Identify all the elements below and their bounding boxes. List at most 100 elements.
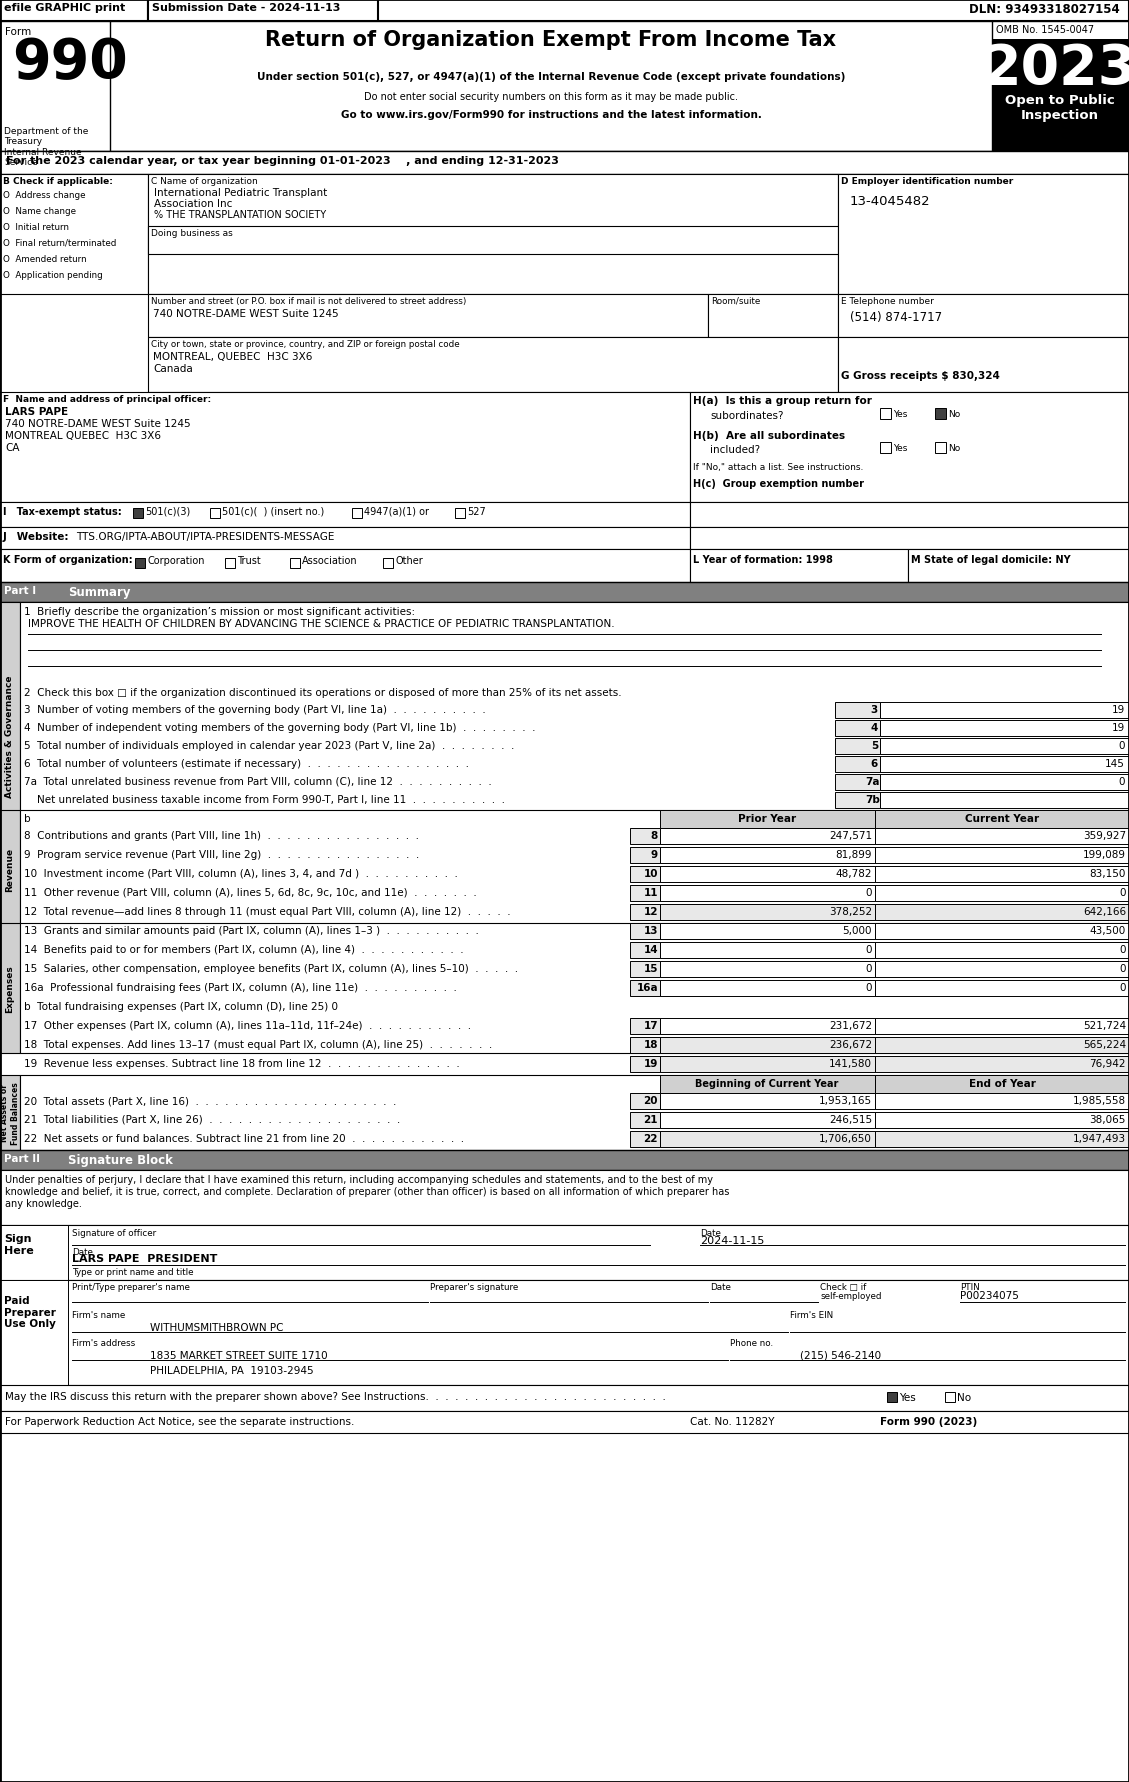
Text: 21: 21 — [644, 1114, 658, 1124]
Text: 0: 0 — [1120, 887, 1126, 898]
Text: b  Total fundraising expenses (Part IX, column (D), line 25) 0: b Total fundraising expenses (Part IX, c… — [24, 1001, 338, 1012]
Bar — [660, 866, 875, 882]
Text: Yes: Yes — [899, 1392, 916, 1402]
Text: Go to www.irs.gov/Form990 for instructions and the latest information.: Go to www.irs.gov/Form990 for instructio… — [341, 110, 761, 119]
Text: 642,166: 642,166 — [1083, 907, 1126, 916]
Text: 0: 0 — [1120, 964, 1126, 973]
Bar — [690, 549, 908, 583]
Bar — [0, 1279, 68, 1385]
Bar — [992, 39, 1129, 93]
Text: Phone no.: Phone no. — [730, 1338, 773, 1347]
Bar — [879, 720, 1129, 736]
Bar — [0, 392, 690, 503]
Bar — [290, 560, 300, 568]
Text: Doing business as: Doing business as — [151, 228, 233, 237]
Text: Date: Date — [700, 1228, 721, 1237]
Bar — [879, 738, 1129, 754]
Bar — [352, 508, 362, 519]
Bar — [708, 294, 838, 339]
Text: 359,927: 359,927 — [1083, 830, 1126, 841]
Bar — [0, 21, 1129, 151]
Text: Corporation: Corporation — [147, 556, 204, 565]
Text: Firm's EIN: Firm's EIN — [790, 1310, 833, 1319]
Bar — [875, 1075, 1129, 1094]
Bar — [0, 1411, 1129, 1433]
Text: Canada: Canada — [154, 364, 193, 374]
Bar — [887, 1392, 898, 1402]
Text: (514) 874-1717: (514) 874-1717 — [850, 310, 942, 324]
Text: % THE TRANSPLANTATION SOCIETY: % THE TRANSPLANTATION SOCIETY — [154, 210, 326, 219]
Text: 1  Briefly describe the organization’s mission or most significant activities:: 1 Briefly describe the organization’s mi… — [24, 606, 415, 617]
Text: 8  Contributions and grants (Part VIII, line 1h)  .  .  .  .  .  .  .  .  .  .  : 8 Contributions and grants (Part VIII, l… — [24, 830, 419, 841]
Text: H(a)  Is this a group return for: H(a) Is this a group return for — [693, 396, 872, 406]
Text: Room/suite: Room/suite — [711, 298, 760, 307]
Bar — [690, 527, 1129, 549]
Text: Sign
Here: Sign Here — [5, 1233, 34, 1255]
Text: Current Year: Current Year — [965, 814, 1039, 823]
Text: 43,500: 43,500 — [1089, 925, 1126, 936]
Bar — [148, 0, 378, 21]
Text: Under section 501(c), 527, or 4947(a)(1) of the Internal Revenue Code (except pr: Under section 501(c), 527, or 4947(a)(1)… — [256, 71, 846, 82]
Text: 6: 6 — [870, 759, 878, 768]
Bar — [690, 392, 1129, 503]
Bar — [0, 811, 20, 928]
Text: Return of Organization Exempt From Income Tax: Return of Organization Exempt From Incom… — [265, 30, 837, 50]
Text: Preparer's signature: Preparer's signature — [430, 1283, 518, 1292]
Bar — [660, 848, 875, 864]
Text: TTS.ORG/IPTA-ABOUT/IPTA-PRESIDENTS-MESSAGE: TTS.ORG/IPTA-ABOUT/IPTA-PRESIDENTS-MESSA… — [76, 531, 334, 542]
Text: 1,947,493: 1,947,493 — [1073, 1133, 1126, 1144]
Bar — [660, 1112, 875, 1128]
Text: O  Amended return: O Amended return — [3, 255, 87, 264]
Bar — [0, 602, 20, 870]
Text: 16a: 16a — [637, 982, 658, 993]
Text: Association Inc: Association Inc — [154, 200, 233, 208]
Text: For the 2023 calendar year, or tax year beginning 01-01-2023    , and ending 12-: For the 2023 calendar year, or tax year … — [6, 155, 559, 166]
Bar — [0, 151, 1129, 175]
Bar — [20, 1075, 1129, 1151]
Text: 9  Program service revenue (Part VIII, line 2g)  .  .  .  .  .  .  .  .  .  .  .: 9 Program service revenue (Part VIII, li… — [24, 850, 419, 859]
Bar — [0, 21, 110, 151]
Text: 236,672: 236,672 — [829, 1039, 872, 1050]
Text: 6  Total number of volunteers (estimate if necessary)  .  .  .  .  .  .  .  .  .: 6 Total number of volunteers (estimate i… — [24, 759, 469, 768]
Text: self-employed: self-employed — [820, 1292, 882, 1301]
Bar — [908, 549, 1129, 583]
Bar — [875, 980, 1129, 996]
Text: 521,724: 521,724 — [1083, 1021, 1126, 1030]
Bar — [660, 980, 875, 996]
Text: 740 NOTRE-DAME WEST Suite 1245: 740 NOTRE-DAME WEST Suite 1245 — [5, 419, 191, 429]
Bar — [835, 738, 879, 754]
Text: 3: 3 — [870, 704, 878, 715]
Bar — [383, 560, 393, 568]
Text: 20  Total assets (Part X, line 16)  .  .  .  .  .  .  .  .  .  .  .  .  .  .  . : 20 Total assets (Part X, line 16) . . . … — [24, 1096, 396, 1105]
Text: 199,089: 199,089 — [1083, 850, 1126, 859]
Bar — [0, 1075, 20, 1151]
Text: Print/Type preparer's name: Print/Type preparer's name — [72, 1283, 190, 1292]
Text: included?: included? — [710, 446, 760, 454]
Text: May the IRS discuss this return with the preparer shown above? See Instructions.: May the IRS discuss this return with the… — [5, 1392, 666, 1401]
Text: No: No — [948, 410, 961, 419]
Text: Form: Form — [5, 27, 32, 37]
Text: O  Final return/terminated: O Final return/terminated — [3, 239, 116, 248]
Bar — [148, 339, 838, 392]
Text: Open to Public
Inspection: Open to Public Inspection — [1005, 94, 1114, 121]
Text: 13-4045482: 13-4045482 — [850, 194, 930, 208]
Bar — [879, 775, 1129, 791]
Text: 0: 0 — [1120, 982, 1126, 993]
Text: 0: 0 — [866, 982, 872, 993]
Bar — [945, 1392, 955, 1402]
Bar — [690, 503, 1129, 527]
Text: 19: 19 — [1112, 704, 1124, 715]
Text: 22  Net assets or fund balances. Subtract line 21 from line 20  .  .  .  .  .  .: 22 Net assets or fund balances. Subtract… — [24, 1133, 464, 1144]
Text: Yes: Yes — [893, 410, 908, 419]
Text: Firm's name: Firm's name — [72, 1310, 125, 1319]
Bar — [630, 1019, 660, 1034]
Bar — [875, 1132, 1129, 1148]
Text: Department of the
Treasury
Internal Revenue
Service: Department of the Treasury Internal Reve… — [5, 127, 88, 168]
Text: 3  Number of voting members of the governing body (Part VI, line 1a)  .  .  .  .: 3 Number of voting members of the govern… — [24, 704, 485, 715]
Text: Trust: Trust — [237, 556, 261, 565]
Bar — [148, 175, 838, 294]
Bar — [148, 226, 838, 255]
Text: 5: 5 — [870, 741, 878, 750]
Bar — [630, 962, 660, 978]
Bar — [879, 757, 1129, 773]
